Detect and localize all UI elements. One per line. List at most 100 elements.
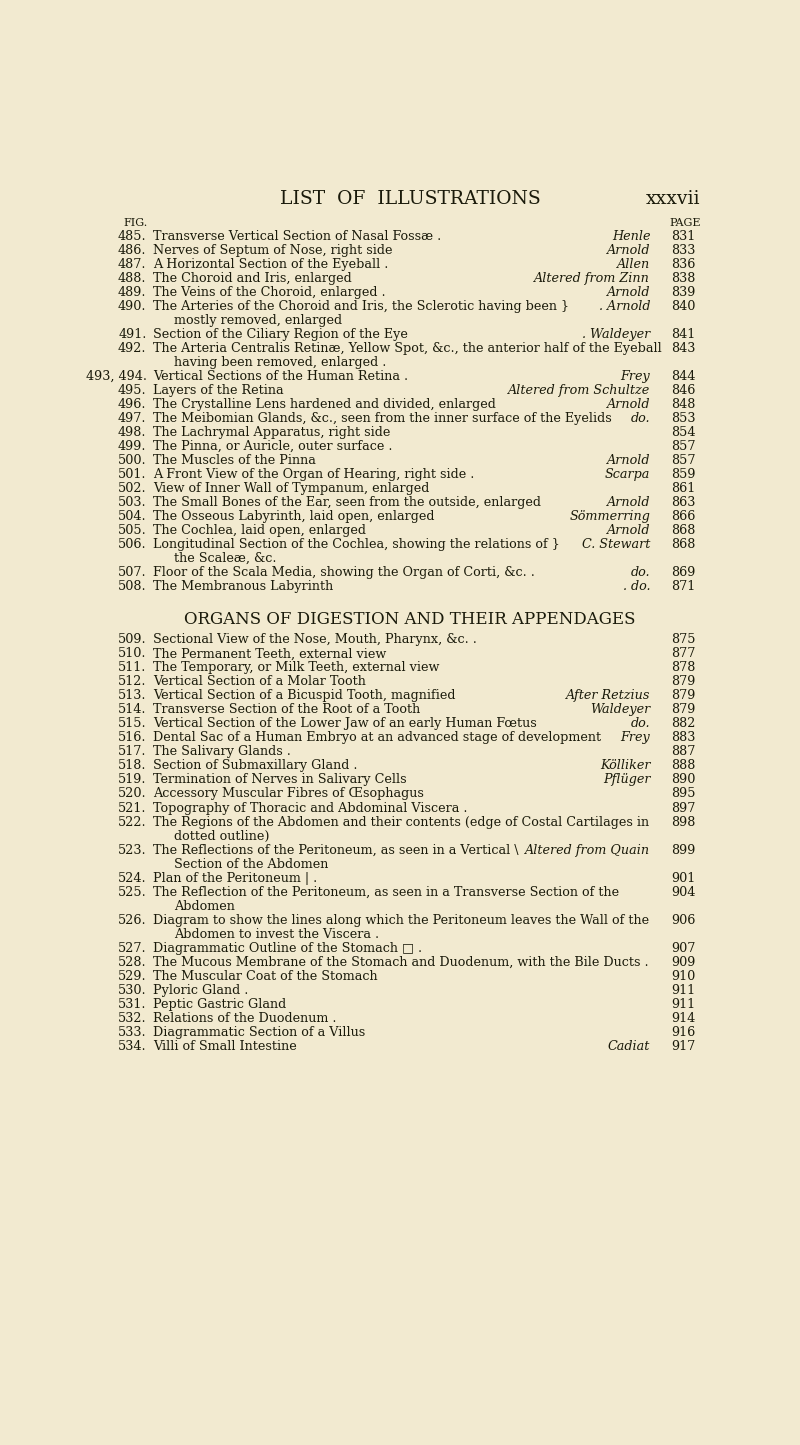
Text: 910: 910 xyxy=(671,970,695,983)
Text: 504.: 504. xyxy=(118,510,146,523)
Text: A Front View of the Organ of Hearing, right side .: A Front View of the Organ of Hearing, ri… xyxy=(153,468,474,481)
Text: 533.: 533. xyxy=(118,1026,146,1039)
Text: Transverse Section of the Root of a Tooth: Transverse Section of the Root of a Toot… xyxy=(153,704,420,717)
Text: 505.: 505. xyxy=(118,525,146,538)
Text: LIST  OF  ILLUSTRATIONS: LIST OF ILLUSTRATIONS xyxy=(280,191,540,208)
Text: 500.: 500. xyxy=(118,454,146,467)
Text: having been removed, enlarged .: having been removed, enlarged . xyxy=(174,355,386,368)
Text: 527.: 527. xyxy=(118,942,146,955)
Text: 911: 911 xyxy=(671,984,695,997)
Text: Peptic Gastric Gland: Peptic Gastric Gland xyxy=(153,997,286,1010)
Text: 526.: 526. xyxy=(118,913,146,926)
Text: 868: 868 xyxy=(671,525,695,538)
Text: Arnold: Arnold xyxy=(606,454,650,467)
Text: Vertical Section of the Lower Jaw of an early Human Fœtus: Vertical Section of the Lower Jaw of an … xyxy=(153,717,537,730)
Text: 899: 899 xyxy=(671,844,695,857)
Text: 515.: 515. xyxy=(118,717,146,730)
Text: 898: 898 xyxy=(671,815,695,828)
Text: Dental Sac of a Human Embryo at an advanced stage of development: Dental Sac of a Human Embryo at an advan… xyxy=(153,731,601,744)
Text: Floor of the Scala Media, showing the Organ of Corti, &c. .: Floor of the Scala Media, showing the Or… xyxy=(153,566,534,579)
Text: 875: 875 xyxy=(670,633,695,646)
Text: The Veins of the Choroid, enlarged .: The Veins of the Choroid, enlarged . xyxy=(153,286,386,299)
Text: 863: 863 xyxy=(671,496,695,509)
Text: Frey: Frey xyxy=(621,731,650,744)
Text: Longitudinal Section of the Cochlea, showing the relations of }: Longitudinal Section of the Cochlea, sho… xyxy=(153,538,559,551)
Text: . do.: . do. xyxy=(622,579,650,592)
Text: The Meibomian Glands, &c., seen from the inner surface of the Eyelids: The Meibomian Glands, &c., seen from the… xyxy=(153,412,611,425)
Text: The Lachrymal Apparatus, right side: The Lachrymal Apparatus, right side xyxy=(153,426,390,439)
Text: 520.: 520. xyxy=(118,788,146,801)
Text: 528.: 528. xyxy=(118,955,146,968)
Text: . Waldeyer: . Waldeyer xyxy=(582,328,650,341)
Text: 839: 839 xyxy=(671,286,695,299)
Text: 522.: 522. xyxy=(118,815,146,828)
Text: 907: 907 xyxy=(671,942,695,955)
Text: 511.: 511. xyxy=(118,662,146,675)
Text: 531.: 531. xyxy=(118,997,146,1010)
Text: Diagrammatic Outline of the Stomach □ .: Diagrammatic Outline of the Stomach □ . xyxy=(153,942,422,955)
Text: View of Inner Wall of Tympanum, enlarged: View of Inner Wall of Tympanum, enlarged xyxy=(153,481,429,494)
Text: Relations of the Duodenum .: Relations of the Duodenum . xyxy=(153,1011,336,1025)
Text: Abdomen: Abdomen xyxy=(174,900,234,913)
Text: 877: 877 xyxy=(671,647,695,660)
Text: 532.: 532. xyxy=(118,1011,146,1025)
Text: After Retzius: After Retzius xyxy=(566,689,650,702)
Text: 857: 857 xyxy=(670,439,695,452)
Text: Allen: Allen xyxy=(617,257,650,270)
Text: 897: 897 xyxy=(671,802,695,815)
Text: Arnold: Arnold xyxy=(606,286,650,299)
Text: Scarpa: Scarpa xyxy=(605,468,650,481)
Text: Frey: Frey xyxy=(621,370,650,383)
Text: 879: 879 xyxy=(671,704,695,717)
Text: The Permanent Teeth, external view: The Permanent Teeth, external view xyxy=(153,647,386,660)
Text: 890: 890 xyxy=(671,773,695,786)
Text: Termination of Nerves in Salivary Cells: Termination of Nerves in Salivary Cells xyxy=(153,773,406,786)
Text: 841: 841 xyxy=(671,328,695,341)
Text: Diagram to show the lines along which the Peritoneum leaves the Wall of the: Diagram to show the lines along which th… xyxy=(153,913,649,926)
Text: Layers of the Retina: Layers of the Retina xyxy=(153,384,283,397)
Text: Kölliker: Kölliker xyxy=(600,760,650,773)
Text: The Osseous Labyrinth, laid open, enlarged: The Osseous Labyrinth, laid open, enlarg… xyxy=(153,510,434,523)
Text: Section of the Abdomen: Section of the Abdomen xyxy=(174,857,328,870)
Text: The Cochlea, laid open, enlarged: The Cochlea, laid open, enlarged xyxy=(153,525,366,538)
Text: 853: 853 xyxy=(670,412,695,425)
Text: 861: 861 xyxy=(671,481,695,494)
Text: 901: 901 xyxy=(671,871,695,884)
Text: 499.: 499. xyxy=(118,439,146,452)
Text: ORGANS OF DIGESTION AND THEIR APPENDAGES: ORGANS OF DIGESTION AND THEIR APPENDAGES xyxy=(184,611,636,629)
Text: 513.: 513. xyxy=(118,689,146,702)
Text: 516.: 516. xyxy=(118,731,146,744)
Text: The Small Bones of the Ear, seen from the outside, enlarged: The Small Bones of the Ear, seen from th… xyxy=(153,496,541,509)
Text: 525.: 525. xyxy=(118,886,146,899)
Text: 519.: 519. xyxy=(118,773,146,786)
Text: 485.: 485. xyxy=(118,230,146,243)
Text: do.: do. xyxy=(630,717,650,730)
Text: 857: 857 xyxy=(670,454,695,467)
Text: Topography of Thoracic and Abdominal Viscera .: Topography of Thoracic and Abdominal Vis… xyxy=(153,802,467,815)
Text: 911: 911 xyxy=(671,997,695,1010)
Text: 878: 878 xyxy=(671,662,695,675)
Text: 859: 859 xyxy=(670,468,695,481)
Text: 831: 831 xyxy=(671,230,695,243)
Text: The Arteries of the Choroid and Iris, the Sclerotic having been }: The Arteries of the Choroid and Iris, th… xyxy=(153,299,569,312)
Text: 509.: 509. xyxy=(118,633,146,646)
Text: The Muscles of the Pinna: The Muscles of the Pinna xyxy=(153,454,315,467)
Text: Transverse Vertical Section of Nasal Fossæ .: Transverse Vertical Section of Nasal Fos… xyxy=(153,230,441,243)
Text: The Membranous Labyrinth: The Membranous Labyrinth xyxy=(153,579,333,592)
Text: 529.: 529. xyxy=(118,970,146,983)
Text: Arnold: Arnold xyxy=(606,397,650,410)
Text: 523.: 523. xyxy=(118,844,146,857)
Text: FIG.: FIG. xyxy=(123,218,147,228)
Text: 904: 904 xyxy=(671,886,695,899)
Text: 840: 840 xyxy=(671,299,695,312)
Text: 883: 883 xyxy=(671,731,695,744)
Text: 854: 854 xyxy=(670,426,695,439)
Text: 848: 848 xyxy=(671,397,695,410)
Text: Arnold: Arnold xyxy=(606,244,650,257)
Text: 914: 914 xyxy=(671,1011,695,1025)
Text: Diagrammatic Section of a Villus: Diagrammatic Section of a Villus xyxy=(153,1026,365,1039)
Text: . Arnold: . Arnold xyxy=(598,299,650,312)
Text: 507.: 507. xyxy=(118,566,146,579)
Text: Vertical Sections of the Human Retina .: Vertical Sections of the Human Retina . xyxy=(153,370,408,383)
Text: The Muscular Coat of the Stomach: The Muscular Coat of the Stomach xyxy=(153,970,378,983)
